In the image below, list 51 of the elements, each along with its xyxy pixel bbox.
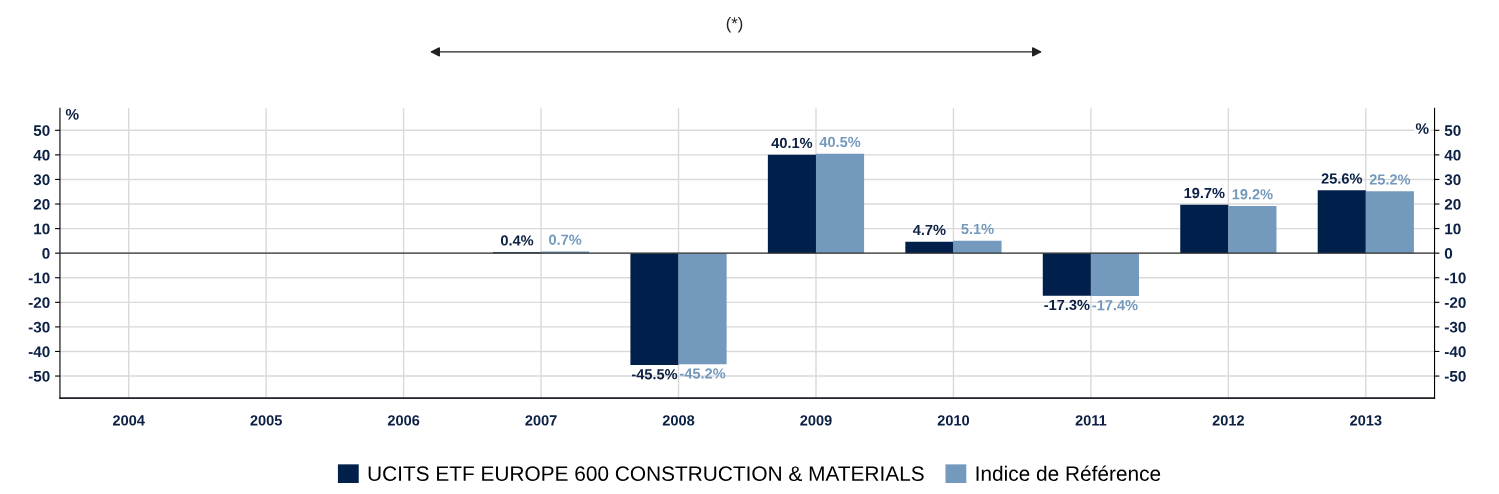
- y-axis-title: %: [65, 108, 79, 120]
- y-tick-label: -50: [28, 370, 50, 382]
- y-tick-label: 0: [42, 248, 50, 259]
- data-label: -45.2%: [680, 368, 726, 379]
- data-label: 0.7%: [549, 234, 582, 245]
- y2-tick-label: 20: [1444, 198, 1461, 210]
- x-tick-label: 2006: [387, 415, 420, 426]
- x-tick-label: 2008: [662, 415, 695, 426]
- x-tick-label: 2004: [112, 415, 145, 426]
- y2-tick-label: 0: [1444, 248, 1453, 259]
- data-label: -17.3%: [1044, 299, 1090, 311]
- data-label: 4.7%: [912, 224, 946, 236]
- data-label: 25.6%: [1321, 173, 1363, 184]
- data-label: -17.4%: [1092, 300, 1138, 311]
- y2-tick-label: -50: [1444, 370, 1466, 382]
- y2-tick-label: 30: [1444, 174, 1461, 186]
- data-label: 25.2%: [1369, 174, 1411, 185]
- x-tick-label: 2010: [937, 415, 970, 426]
- y2-axis-title: %: [1415, 123, 1429, 134]
- x-tick-label: 2013: [1350, 415, 1382, 426]
- y-tick-label: 30: [33, 174, 50, 186]
- data-label: 19.7%: [1184, 187, 1225, 199]
- x-tick-label: 2011: [1075, 415, 1107, 426]
- y-tick-label: 10: [34, 223, 50, 235]
- x-tick-label: 2012: [1212, 415, 1244, 426]
- y-tick-label: -10: [28, 272, 50, 284]
- data-label: 40.1%: [771, 137, 813, 149]
- y2-tick-label: -40: [1444, 346, 1466, 358]
- y-tick-label: -20: [28, 297, 50, 309]
- x-tick-label: 2007: [525, 415, 557, 426]
- y-tick-label: 40: [33, 149, 50, 161]
- y2-tick-label: 10: [1445, 223, 1461, 235]
- y-tick-label: 50: [33, 125, 50, 136]
- y2-tick-label: 50: [1444, 125, 1461, 136]
- data-label: 40.5%: [819, 136, 861, 148]
- legend-label: UCITS ETF EUROPE 600 CONSTRUCTION & MATERIALS: [368, 466, 924, 482]
- data-label: 19.2%: [1232, 189, 1273, 200]
- x-tick-label: 2009: [800, 415, 832, 426]
- x-tick-label: 2005: [250, 415, 282, 426]
- y2-tick-label: 40: [1444, 149, 1461, 161]
- data-label: -45.5%: [631, 369, 678, 380]
- legend-label: Indice de Référence: [976, 465, 1161, 482]
- y-tick-label: -30: [28, 321, 50, 333]
- text: (*): [726, 16, 743, 33]
- y-tick-label: 20: [33, 198, 50, 210]
- y-tick-label: -40: [28, 346, 50, 358]
- y2-tick-label: -10: [1444, 272, 1466, 284]
- data-label: 5.1%: [961, 223, 994, 235]
- y2-tick-label: -30: [1444, 321, 1466, 333]
- y2-tick-label: -20: [1444, 297, 1466, 309]
- data-label: 0.4%: [500, 235, 534, 246]
